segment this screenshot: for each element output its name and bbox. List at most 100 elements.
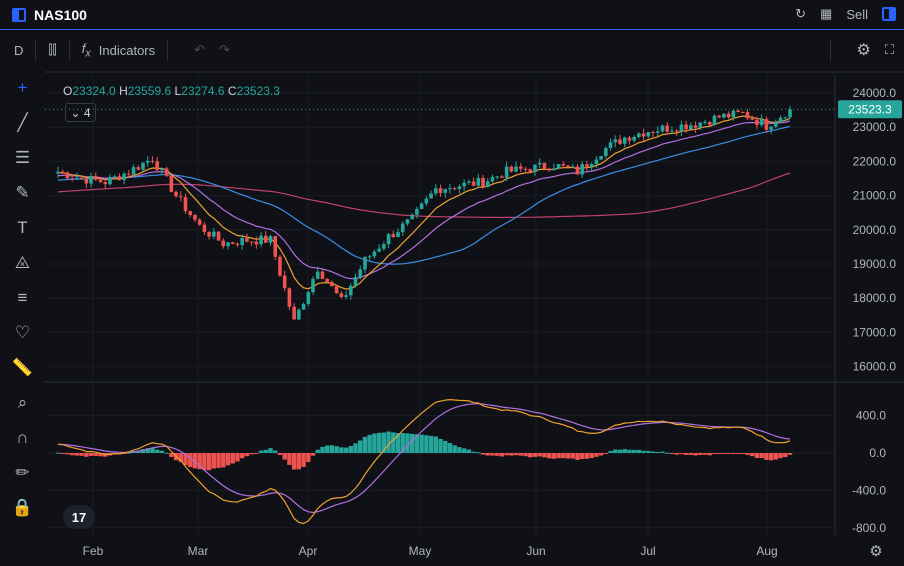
time-axis-label: Jul <box>640 544 655 558</box>
macd-signal-line <box>58 403 791 514</box>
candle-body <box>693 125 698 128</box>
candle-body <box>481 177 485 187</box>
candle-body <box>429 193 433 199</box>
macd-histogram-bar <box>273 450 278 453</box>
drawing-sidebar: + ╱ ☰ ✎ T ⨻ ≡ ♡ 📏 ⌕ ∩ ✏ 🔒 <box>0 70 45 566</box>
candle-body <box>75 177 79 179</box>
candle-body <box>315 271 320 279</box>
macd-histogram-bar <box>674 453 679 455</box>
pattern-icon[interactable]: ⨻ <box>14 252 31 272</box>
magnet-icon[interactable]: ∩ <box>16 427 29 447</box>
fib-icon[interactable]: ☰ <box>14 147 31 167</box>
text-icon[interactable]: T <box>17 217 28 237</box>
candle-body <box>358 269 363 278</box>
tradingview-logo[interactable]: 17 <box>63 505 95 529</box>
high-value: 23559.6 <box>127 84 172 98</box>
zoom-icon[interactable]: ⌕ <box>17 392 28 412</box>
candle-body <box>377 248 381 252</box>
macd-histogram-bar <box>98 453 103 457</box>
brush-icon[interactable]: ✎ <box>15 182 30 202</box>
candle-body <box>471 181 476 186</box>
candle-body <box>112 176 117 178</box>
candle-body <box>542 162 547 169</box>
ruler-icon[interactable]: 📏 <box>11 357 34 377</box>
candle-body <box>221 240 226 247</box>
macd-histogram-bar <box>750 453 755 457</box>
candles-icon[interactable]: ⫿⫿ <box>48 42 57 57</box>
time-axis-label: May <box>409 544 432 558</box>
macd-histogram-bar <box>655 452 660 454</box>
candle-body <box>665 125 670 132</box>
macd-histogram-bar <box>310 453 316 456</box>
macd-histogram-bar <box>79 453 84 456</box>
panel-right-icon[interactable] <box>882 7 896 21</box>
candle-body <box>334 286 339 294</box>
fullscreen-icon[interactable]: ⛶ <box>884 42 894 57</box>
undo-icon[interactable]: ↶ <box>194 42 206 57</box>
indicators-collapse-button[interactable]: ⌄ 4 <box>65 103 96 122</box>
trendline-icon[interactable]: ╱ <box>17 112 28 132</box>
interval-button[interactable]: D <box>14 42 24 58</box>
candle-body <box>632 136 636 141</box>
candle-body <box>500 176 504 178</box>
sma-mid-line <box>57 125 791 265</box>
macd-histogram-bar <box>74 453 80 456</box>
macd-histogram-bar <box>320 446 325 453</box>
sell-button[interactable]: Sell <box>846 6 868 22</box>
macd-histogram-bar <box>764 453 769 460</box>
candle-body <box>183 197 188 212</box>
price-axis-label: 20000.0 <box>853 223 897 237</box>
redo-icon[interactable]: ↷ <box>219 42 230 57</box>
forecast-icon[interactable]: ≡ <box>17 287 28 307</box>
macd-histogram-bar <box>499 453 505 457</box>
candle-body <box>382 244 386 249</box>
macd-histogram-bar <box>622 449 627 453</box>
heart-icon[interactable]: ♡ <box>14 322 31 342</box>
macd-histogram-bar <box>513 453 519 456</box>
top-bar: NAS100 ↻ ▦ Sell <box>0 0 904 30</box>
settings-gear-icon[interactable]: ⚙ <box>856 42 871 59</box>
candle-body <box>84 178 89 184</box>
macd-histogram-bar <box>490 453 495 456</box>
candle-body <box>325 278 329 283</box>
candle-body <box>405 219 410 224</box>
candle-body <box>287 288 292 307</box>
macd-histogram-bar <box>773 453 779 460</box>
macd-histogram-bar <box>598 453 604 456</box>
candle-body <box>65 172 70 179</box>
candle-body <box>249 241 254 243</box>
macd-histogram-bar <box>580 453 585 459</box>
candle-body <box>589 164 594 167</box>
candle-body <box>646 132 651 137</box>
macd-histogram-bar <box>55 452 61 454</box>
lock-icon[interactable]: 🔒 <box>11 497 34 517</box>
macd-histogram-bar <box>660 451 665 453</box>
candle-body <box>736 110 740 112</box>
panel-toggle-icon[interactable] <box>12 7 26 22</box>
macd-histogram-bar <box>405 433 410 453</box>
macd-histogram-bar <box>315 449 320 453</box>
macd-histogram-bar <box>258 450 264 453</box>
pencil-lock-icon[interactable]: ✏ <box>15 462 30 482</box>
candle-body <box>655 131 660 133</box>
macd-histogram-bar <box>159 450 165 453</box>
candle-body <box>627 137 632 141</box>
layout-grid-icon[interactable]: ▦ <box>820 6 833 21</box>
indicators-button[interactable]: Indicators <box>98 42 156 58</box>
candle-body <box>485 181 490 187</box>
macd-axis-label: 400.0 <box>856 409 886 423</box>
candle-body <box>424 198 429 204</box>
candle-body <box>330 282 334 287</box>
price-axis-label: 24000.0 <box>853 86 897 100</box>
candle-body <box>547 168 551 171</box>
refresh-icon[interactable]: ↻ <box>795 6 807 21</box>
candle-body <box>344 295 348 297</box>
symbol-title[interactable]: NAS100 <box>34 6 87 23</box>
macd-histogram-bar <box>376 432 382 453</box>
crosshair-icon[interactable]: + <box>17 77 28 97</box>
candle-body <box>674 130 679 132</box>
fx-icon[interactable]: fx <box>81 40 91 60</box>
candle-body <box>297 309 301 320</box>
candle-body <box>604 148 608 157</box>
